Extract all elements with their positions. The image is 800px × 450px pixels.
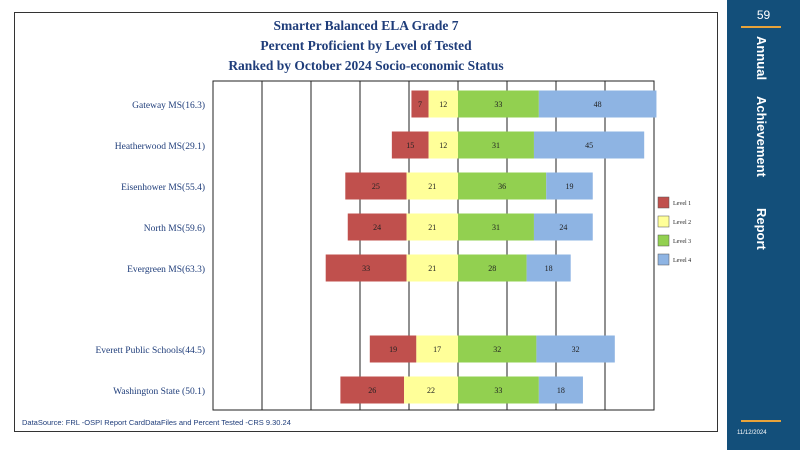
data-label: 31 bbox=[492, 141, 500, 150]
data-label: 21 bbox=[428, 223, 436, 232]
bar-segment bbox=[458, 90, 539, 118]
category-label: Evergreen MS(63.3) bbox=[127, 264, 205, 275]
accent-rule-bottom bbox=[741, 420, 781, 422]
data-label: 22 bbox=[427, 386, 435, 395]
sidebar-word-report: Report bbox=[754, 208, 769, 250]
bar-segment bbox=[404, 376, 458, 404]
category-label: Washington State (50.1) bbox=[113, 386, 205, 397]
bar-segment bbox=[458, 131, 534, 159]
bar-segment bbox=[406, 213, 458, 241]
data-label: 33 bbox=[362, 264, 370, 273]
bar-segment bbox=[325, 254, 407, 282]
chart-title-line-3: Ranked by October 2024 Socio-economic St… bbox=[228, 58, 504, 73]
chart-frame bbox=[14, 12, 718, 432]
data-label: 24 bbox=[559, 223, 567, 232]
data-label: 21 bbox=[428, 264, 436, 273]
data-label: 12 bbox=[439, 141, 447, 150]
bar-segment bbox=[345, 172, 407, 200]
chart-title-line-2: Percent Proficient by Level of Tested bbox=[260, 38, 472, 53]
data-label: 33 bbox=[494, 100, 502, 109]
data-label: 24 bbox=[373, 223, 381, 232]
bar-segment bbox=[369, 335, 417, 363]
legend-swatch bbox=[657, 253, 670, 266]
category-label: North MS(59.6) bbox=[144, 223, 205, 234]
accent-rule-top bbox=[741, 26, 781, 28]
category-label: Gateway MS(16.3) bbox=[132, 100, 205, 111]
data-label: 45 bbox=[585, 141, 593, 150]
data-label: 21 bbox=[428, 182, 436, 191]
bar-segment bbox=[347, 213, 407, 241]
bar-segment bbox=[411, 90, 429, 118]
data-label: 25 bbox=[372, 182, 380, 191]
category-label: Everett Public Schools(44.5) bbox=[96, 345, 206, 356]
legend-swatch bbox=[657, 215, 670, 228]
data-label: 12 bbox=[439, 100, 447, 109]
plot-border bbox=[212, 80, 655, 411]
bar-segment bbox=[340, 376, 405, 404]
bar-segment bbox=[416, 335, 458, 363]
bar-segments: 7 12 33 48 15 12 31 45 25 21 36 19 24 21 31 24 33 21 28 18 1… bbox=[325, 90, 657, 404]
bar-segment bbox=[458, 376, 539, 404]
bar-segment bbox=[458, 335, 537, 363]
bar-segment bbox=[406, 254, 458, 282]
data-label: 48 bbox=[594, 100, 602, 109]
bar-segment bbox=[533, 213, 593, 241]
legend-label: Level 3 bbox=[673, 239, 691, 245]
bar-segment bbox=[538, 90, 657, 118]
data-label: 17 bbox=[433, 345, 441, 354]
bar-segment bbox=[538, 376, 583, 404]
bar-segment bbox=[391, 131, 429, 159]
sidebar-word-achievement: Achievement bbox=[754, 96, 769, 177]
category-label: Heatherwood MS(29.1) bbox=[115, 141, 205, 152]
data-label: 19 bbox=[565, 182, 573, 191]
category-label: Eisenhower MS(55.4) bbox=[121, 182, 205, 193]
data-label: 19 bbox=[389, 345, 397, 354]
chart-title-line-1: Smarter Balanced ELA Grade 7 bbox=[273, 18, 459, 33]
category-labels: Gateway MS(16.3) Heatherwood MS(29.1) Eise… bbox=[96, 100, 206, 397]
legend-label: Level 1 bbox=[673, 201, 691, 207]
data-label: 36 bbox=[498, 182, 506, 191]
bar-segment bbox=[428, 131, 458, 159]
data-label: 15 bbox=[406, 141, 414, 150]
data-label: 32 bbox=[572, 345, 580, 354]
bar-segment bbox=[546, 172, 593, 200]
sidebar-word-annual: Annual bbox=[754, 36, 769, 81]
data-label: 33 bbox=[494, 386, 502, 395]
data-label: 28 bbox=[488, 264, 496, 273]
bar-segment bbox=[458, 172, 547, 200]
legend-label: Level 2 bbox=[673, 220, 691, 226]
legend-swatch bbox=[657, 234, 670, 247]
data-label: 18 bbox=[545, 264, 553, 273]
data-label: 31 bbox=[492, 223, 500, 232]
data-source-note: DataSource: FRL -OSPI Report CardDataFil… bbox=[22, 418, 291, 427]
bar-segment bbox=[428, 90, 458, 118]
bar-segment bbox=[458, 254, 527, 282]
sidebar-date: 11/12/2024 bbox=[737, 430, 767, 436]
legend: Level 1 Level 2 Level 3 Level 4 bbox=[657, 196, 691, 266]
data-label: 32 bbox=[493, 345, 501, 354]
data-label: 18 bbox=[557, 386, 565, 395]
sidebar: 59 Annual Achievement Report 11/12/2024 bbox=[727, 0, 800, 450]
bar-segment bbox=[526, 254, 571, 282]
bar-segment bbox=[406, 172, 458, 200]
bar-segment bbox=[536, 335, 615, 363]
legend-label: Level 4 bbox=[673, 258, 691, 264]
legend-swatch bbox=[657, 196, 670, 209]
page-number: 59 bbox=[756, 8, 771, 22]
bar-segment bbox=[533, 131, 645, 159]
data-label: 7 bbox=[418, 100, 422, 109]
bar-segment bbox=[458, 213, 534, 241]
data-label: 26 bbox=[368, 386, 376, 395]
